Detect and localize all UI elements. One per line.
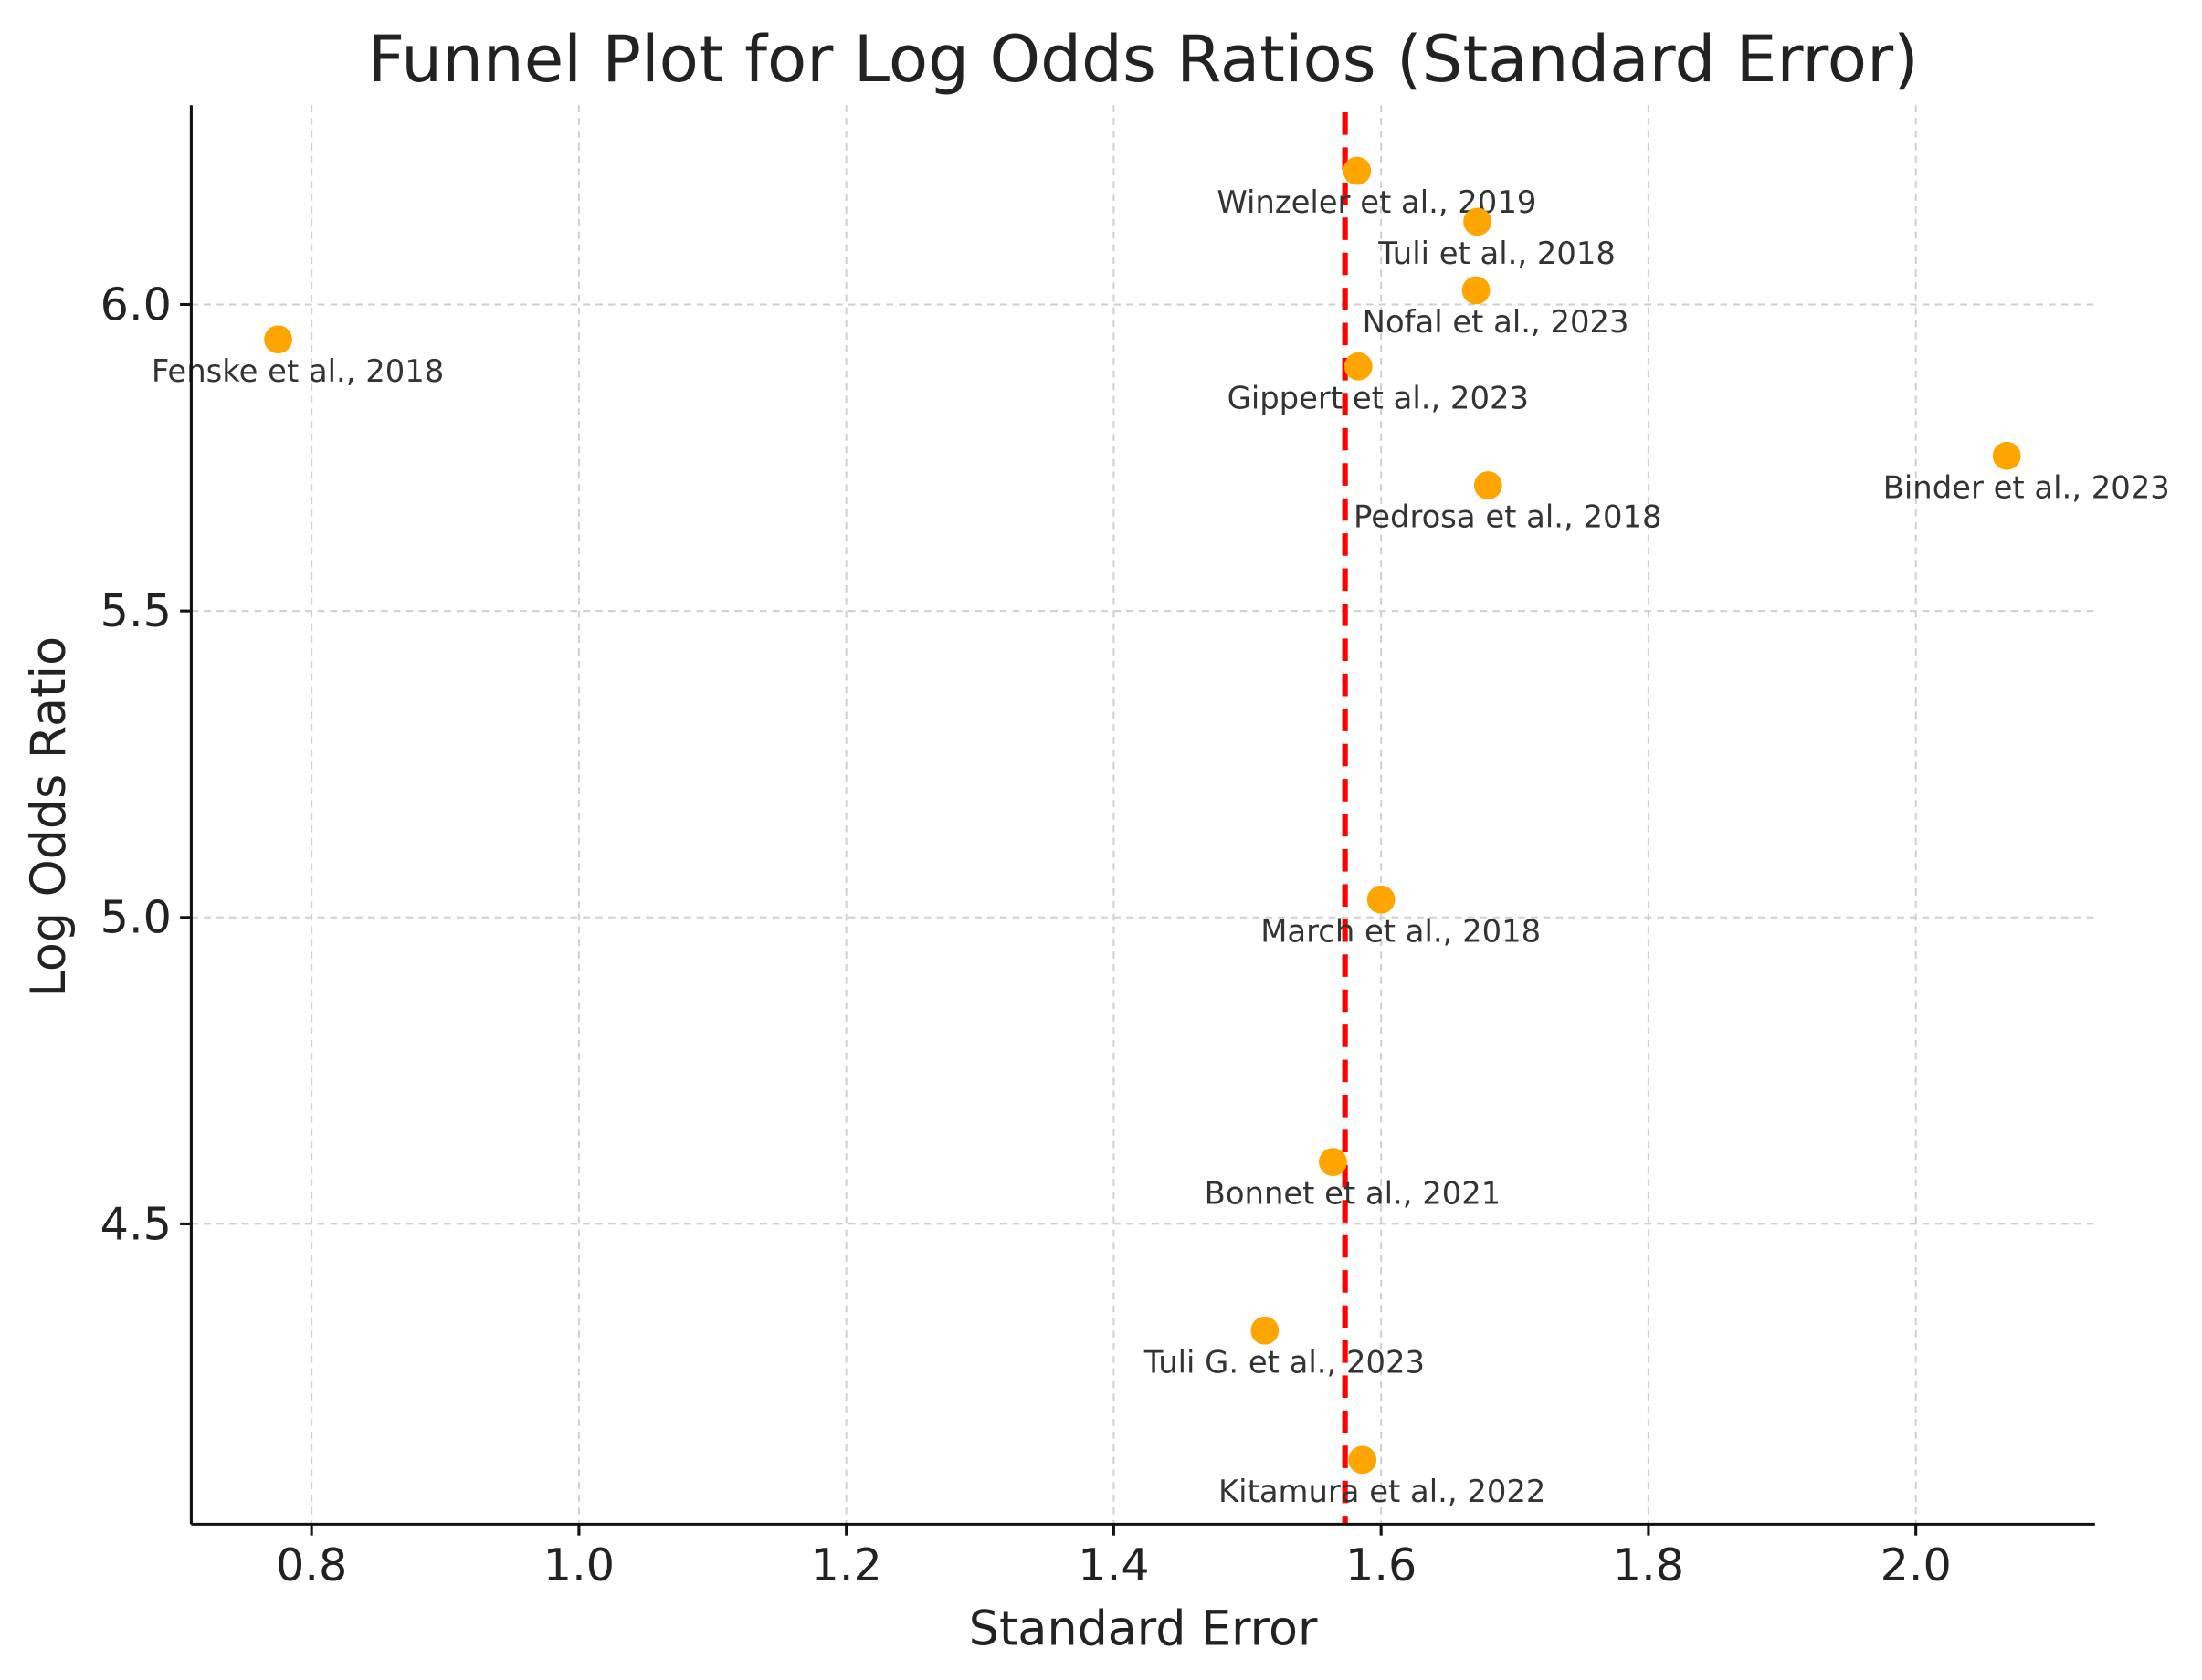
x-tick-label: 1.4	[1078, 1538, 1149, 1591]
chart-title: Funnel Plot for Log Odds Ratios (Standar…	[367, 21, 1918, 97]
x-tick-label: 1.2	[811, 1538, 882, 1591]
data-point	[1461, 276, 1491, 305]
point-label: March et al., 2018	[1260, 913, 1541, 949]
ticks: 0.8 1.0 1.2 1.4 1.6 1.8 2.0 4.5 5.0 5.5 6.0	[100, 278, 1952, 1591]
point-label: Binder et al., 2023	[1883, 469, 2170, 505]
data-point	[1343, 156, 1372, 185]
point-label: Tuli et al., 2018	[1377, 236, 1616, 271]
data-point	[1463, 207, 1491, 236]
point-label: Gippert et al., 2023	[1227, 380, 1529, 415]
x-axis-label: Standard Error	[969, 1601, 1318, 1657]
point-label: Kitamura et al., 2022	[1218, 1474, 1545, 1509]
data-point	[1473, 471, 1502, 499]
data-point	[1319, 1148, 1347, 1177]
x-tick-label: 1.8	[1613, 1538, 1684, 1591]
x-tick-label: 1.0	[543, 1538, 615, 1591]
data-point	[1348, 1445, 1377, 1475]
y-tick-label: 6.0	[100, 278, 172, 331]
y-axis-label: Log Odds Ratio	[21, 636, 77, 997]
grid-lines	[191, 105, 2095, 1525]
y-tick-label: 5.5	[100, 584, 172, 637]
data-point	[1992, 441, 2021, 470]
axes	[189, 105, 2095, 1526]
x-tick-label: 0.8	[276, 1538, 347, 1591]
x-tick-label: 2.0	[1881, 1538, 1952, 1591]
point-label: Pedrosa et al., 2018	[1354, 499, 1661, 535]
x-tick-label: 1.6	[1345, 1538, 1417, 1591]
point-label: Tuli G. et al., 2023	[1143, 1344, 1425, 1380]
point-label: Nofal et al., 2023	[1363, 304, 1629, 340]
data-point	[1343, 352, 1373, 381]
data-point	[264, 325, 292, 354]
point-label: Fenske et al., 2018	[152, 353, 444, 389]
data-point	[1250, 1316, 1280, 1345]
y-tick-label: 5.0	[100, 891, 172, 944]
point-label: Bonnet et al., 2021	[1205, 1176, 1501, 1212]
data-point	[1366, 885, 1396, 914]
y-tick-label: 4.5	[100, 1197, 172, 1250]
